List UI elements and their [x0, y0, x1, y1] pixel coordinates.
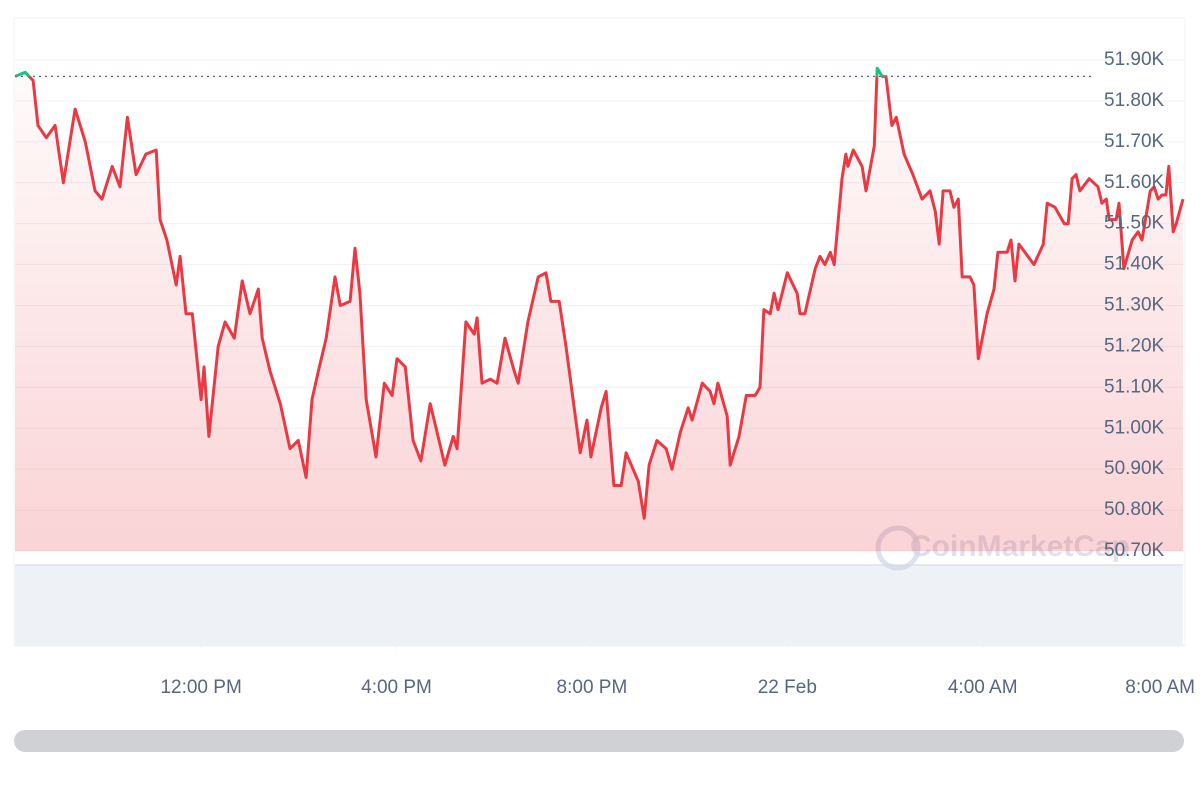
- scrollbar[interactable]: [14, 730, 1184, 752]
- y-tick-label: 51.40K: [1104, 254, 1165, 275]
- price-line: [14, 76, 1185, 520]
- y-tick-label: 51.20K: [1104, 335, 1165, 356]
- y-tick-label: 51.80K: [1104, 90, 1165, 111]
- x-tick-label: 12:00 PM: [160, 677, 241, 698]
- x-tick-label: 22 Feb: [758, 677, 817, 698]
- y-tick-label: 50.80K: [1104, 499, 1165, 520]
- y-tick-label: 51.90K: [1104, 49, 1165, 70]
- y-tick-label: 51.50K: [1104, 213, 1165, 234]
- x-tick-label: 8:00 AM: [1125, 677, 1195, 698]
- y-tick-label: 51.60K: [1104, 172, 1165, 193]
- y-tick-label: 51.70K: [1104, 131, 1165, 152]
- x-tick-label: 4:00 PM: [361, 677, 432, 698]
- y-tick-label: 51.10K: [1104, 376, 1165, 397]
- x-tick-label: 8:00 PM: [557, 677, 628, 698]
- y-tick-label: 50.70K: [1104, 540, 1165, 561]
- price-area: [15, 76, 1183, 551]
- plot-frame: [13, 17, 1186, 647]
- volume-area: [15, 565, 1183, 645]
- x-tick-label: 4:00 AM: [948, 677, 1018, 698]
- y-tick-label: 50.90K: [1104, 458, 1165, 479]
- y-tick-label: 51.30K: [1104, 295, 1165, 316]
- y-tick-label: 51.00K: [1104, 417, 1165, 438]
